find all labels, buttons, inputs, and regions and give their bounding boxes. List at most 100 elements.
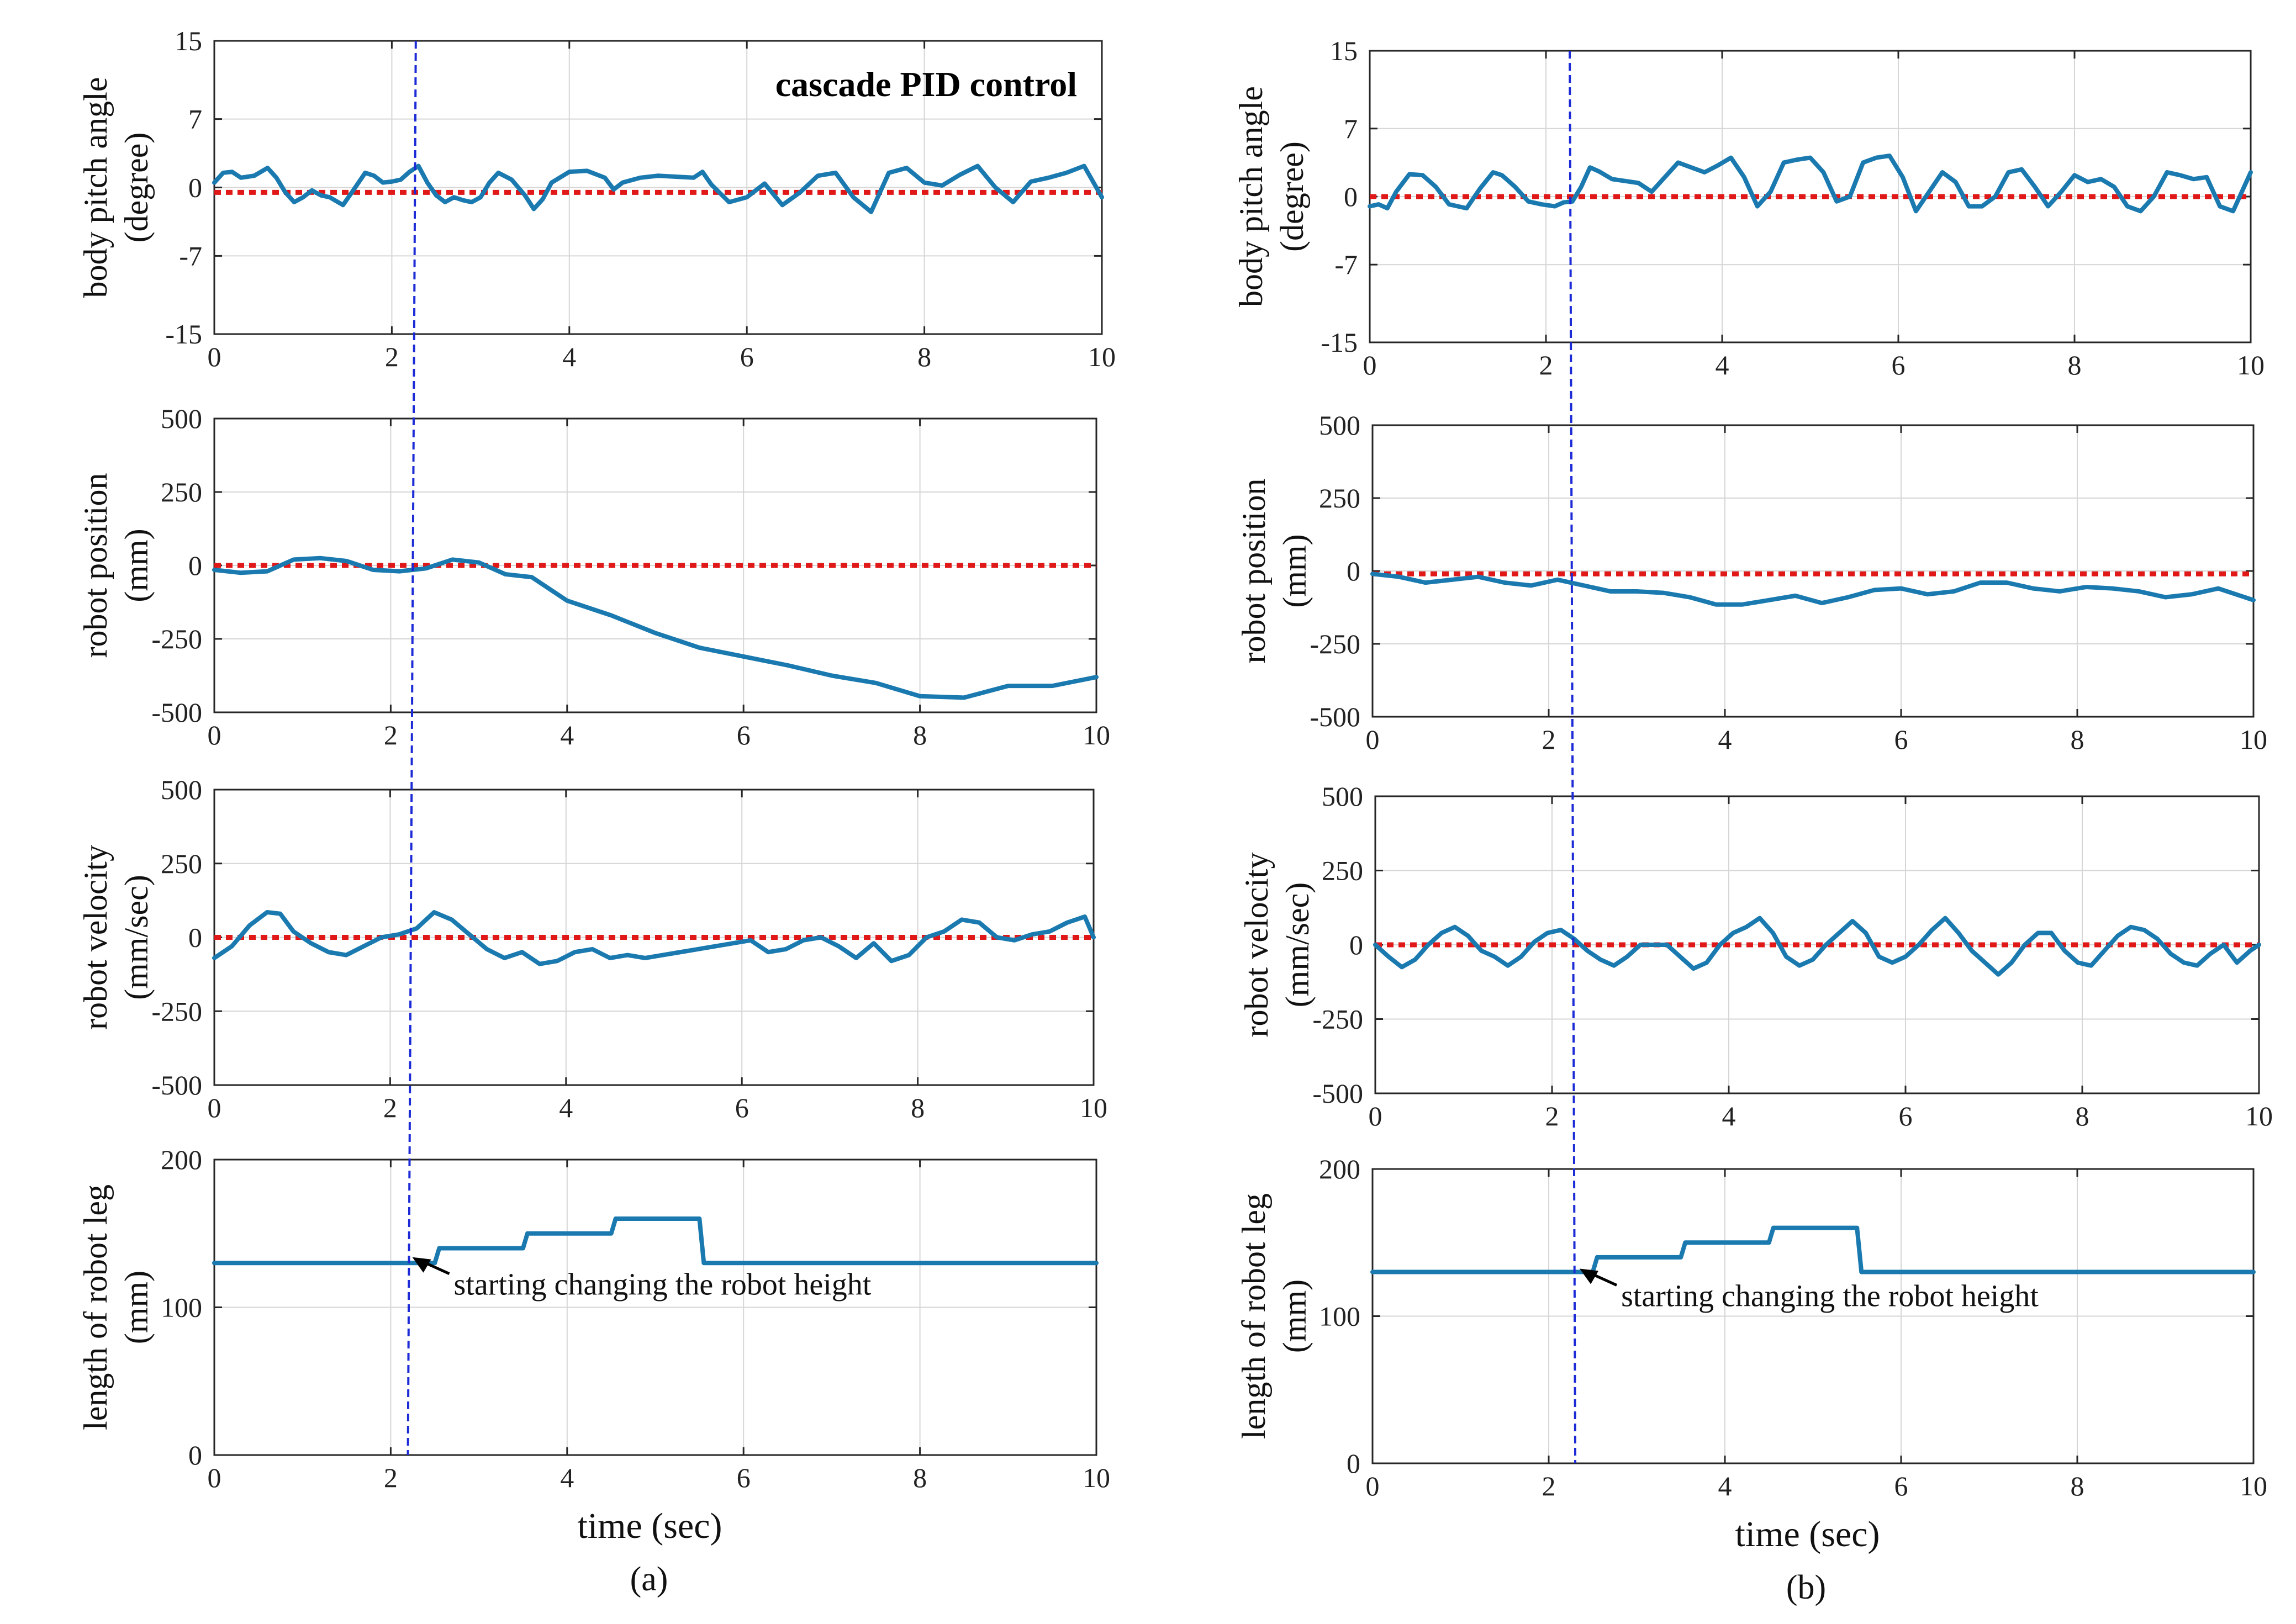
y-tick-label: 250 xyxy=(1322,855,1363,886)
x-tick-label: 6 xyxy=(735,1092,749,1123)
y-tick-label: 7 xyxy=(1344,113,1358,144)
y-axis-label: body pitch angle (degree) xyxy=(77,77,155,298)
annotation-arrowhead-a xyxy=(412,1257,431,1273)
x-tick-label: 10 xyxy=(2237,350,2265,380)
annotation-text-b: starting changing the robot height xyxy=(1621,1279,2039,1313)
x-tick-label: 0 xyxy=(1366,724,1380,755)
y-axis-label-line: body pitch angle xyxy=(77,77,114,298)
subplot-title: cascade PID control xyxy=(775,65,1077,104)
x-tick-label: 10 xyxy=(1088,341,1116,372)
y-tick-label: -500 xyxy=(1312,1078,1363,1109)
y-tick-label: 0 xyxy=(1347,556,1360,586)
y-tick-label: 0 xyxy=(1344,181,1358,212)
y-tick-label: -250 xyxy=(1310,628,1360,659)
x-tick-label: 0 xyxy=(1369,1101,1382,1131)
x-tick-label: 8 xyxy=(2071,1470,2084,1501)
series-line-0 xyxy=(212,1216,1099,1266)
x-tick-label: 6 xyxy=(1892,350,1906,380)
x-tick-label: 8 xyxy=(2068,350,2082,380)
subplot-b2: 0 2 4 6 8 10 500 250 0 -250 -500 robot velocity (mm/… xyxy=(1238,781,2273,1131)
y-tick-label: 500 xyxy=(1322,781,1363,812)
x-tick-label: 2 xyxy=(384,720,398,750)
series-line-0 xyxy=(212,556,1099,700)
y-axis-label-line: body pitch angle xyxy=(1233,86,1269,307)
y-axis-label-line: robot velocity xyxy=(1238,853,1275,1038)
x-tick-label: 8 xyxy=(911,1092,925,1123)
y-tick-label: -7 xyxy=(1334,249,1358,280)
x-tick-label: 4 xyxy=(1718,724,1732,755)
series-line-0 xyxy=(1370,572,2256,607)
y-axis-label: length of robot leg (mm) xyxy=(1236,1193,1313,1439)
panel-label-b: (b) xyxy=(1786,1569,1826,1606)
y-axis-label-line: robot velocity xyxy=(77,845,114,1030)
y-tick-label: 500 xyxy=(1319,410,1360,441)
x-tick-label: 6 xyxy=(737,720,751,750)
y-tick-label: 15 xyxy=(175,25,202,56)
x-tick-label: 10 xyxy=(1080,1092,1107,1123)
x-tick-label: 2 xyxy=(385,341,399,372)
x-tick-label: 4 xyxy=(559,1092,573,1123)
x-tick-label: 2 xyxy=(1542,1470,1556,1501)
series-line-0 xyxy=(1370,1225,2256,1274)
y-tick-label: 0 xyxy=(188,172,202,203)
y-axis-label-line: (degree) xyxy=(118,133,155,243)
y-tick-label: 0 xyxy=(188,922,202,953)
x-tick-label: 10 xyxy=(2240,724,2267,755)
y-axis-label: robot velocity (mm/sec) xyxy=(77,845,155,1030)
x-tick-label: 8 xyxy=(913,720,927,750)
y-axis-label-line: length of robot leg xyxy=(1236,1193,1272,1439)
x-tick-label: 4 xyxy=(1718,1470,1732,1501)
subplot-a0: 0 2 4 6 8 10 15 7 0 -7 -15 body pitch angle (degree)… xyxy=(77,25,1116,372)
y-axis-label-line: (degree) xyxy=(1274,141,1310,252)
y-tick-label: 500 xyxy=(161,403,202,434)
x-tick-label: 8 xyxy=(2071,724,2084,755)
y-axis-label: length of robot leg (mm) xyxy=(77,1184,155,1430)
x-tick-label: 8 xyxy=(913,1462,927,1493)
x-tick-label: 6 xyxy=(1899,1101,1913,1131)
y-tick-label: -250 xyxy=(1312,1004,1363,1035)
y-tick-label: 0 xyxy=(188,1440,202,1470)
y-tick-label: -500 xyxy=(1310,701,1360,732)
y-axis-label-line: robot position xyxy=(1236,478,1272,663)
y-axis-label: robot position (mm) xyxy=(1236,478,1313,663)
x-tick-label: 4 xyxy=(1722,1101,1736,1131)
y-axis-label-line: (mm/sec) xyxy=(118,875,155,1000)
x-tick-label: 10 xyxy=(1083,1462,1110,1493)
y-axis-label: body pitch angle (degree) xyxy=(1233,86,1310,307)
x-tick-label: 0 xyxy=(208,1462,221,1493)
y-tick-label: -500 xyxy=(151,1070,202,1101)
x-tick-label: 2 xyxy=(383,1092,397,1123)
y-axis-label-line: robot position xyxy=(77,473,114,658)
y-tick-label: -250 xyxy=(151,623,202,654)
x-tick-label: 8 xyxy=(917,341,931,372)
figure-labels: (a) (b) xyxy=(630,1560,1827,1606)
x-axis-label: time (sec) xyxy=(577,1506,722,1546)
subplot-b3: 0 2 4 6 8 10 200 100 0 length of robot leg (mm) tim… xyxy=(1236,1154,2267,1554)
y-tick-label: 15 xyxy=(1330,35,1358,66)
series-line-0 xyxy=(212,163,1104,214)
y-tick-label: -15 xyxy=(1321,327,1358,358)
y-tick-label: 250 xyxy=(1319,483,1360,514)
x-tick-label: 10 xyxy=(2245,1101,2273,1131)
y-tick-label: 100 xyxy=(1319,1301,1360,1332)
y-tick-label: 0 xyxy=(1349,929,1363,960)
x-tick-label: 4 xyxy=(1716,350,1729,380)
y-axis-label-line: (mm) xyxy=(1276,1279,1313,1353)
y-tick-label: -250 xyxy=(151,996,202,1027)
y-tick-label: 100 xyxy=(161,1292,202,1323)
y-axis-label: robot velocity (mm/sec) xyxy=(1238,853,1316,1038)
x-tick-label: 2 xyxy=(384,1462,398,1493)
x-axis-label: time (sec) xyxy=(1735,1514,1880,1554)
x-tick-label: 8 xyxy=(2076,1101,2089,1131)
x-tick-label: 4 xyxy=(560,720,574,750)
y-tick-label: -7 xyxy=(179,240,202,271)
panel-label-a: (a) xyxy=(630,1560,668,1598)
subplot-a3: 0 2 4 6 8 10 200 100 0 length of robot leg (mm) tim… xyxy=(77,1144,1110,1546)
x-tick-label: 4 xyxy=(562,341,576,372)
x-tick-label: 10 xyxy=(2240,1470,2267,1501)
series-line-0 xyxy=(1368,154,2253,214)
x-tick-label: 0 xyxy=(208,720,221,750)
time-marker-a xyxy=(407,40,417,1456)
y-axis-label-line: length of robot leg xyxy=(77,1184,114,1430)
